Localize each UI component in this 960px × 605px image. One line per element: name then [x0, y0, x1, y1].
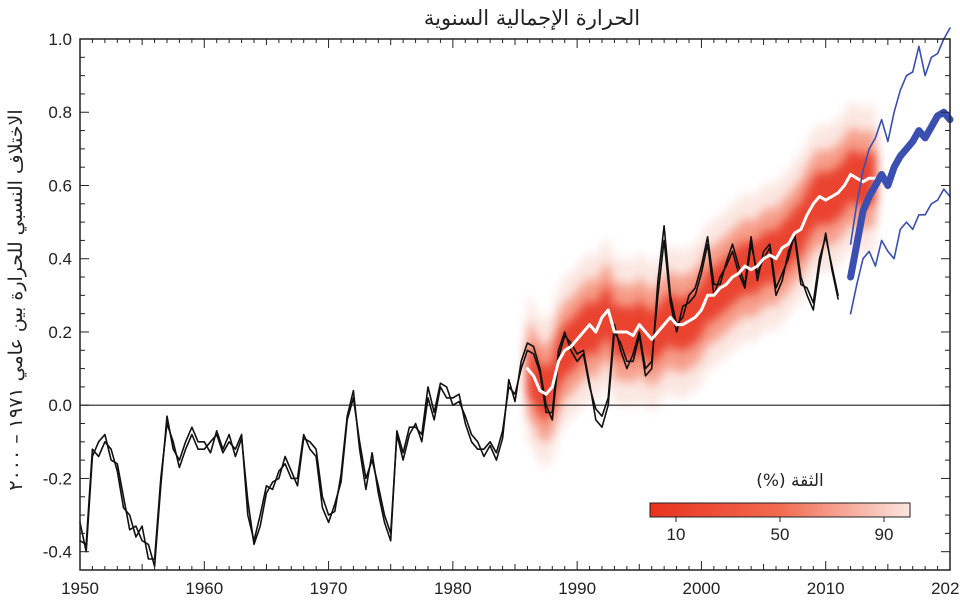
hindcast-median-line [525, 173, 877, 396]
x-tick-label: 2020 [931, 579, 960, 598]
confidence-band [527, 101, 876, 468]
y-tick-label: 0.4 [48, 250, 72, 269]
x-axis: 1950 1960 1970 1980 1990 2000 2010 2020 [61, 39, 960, 598]
x-tick-label: 1990 [558, 579, 596, 598]
confidence-colorbar: الثقة (%) 10 50 90 [649, 471, 911, 544]
confidence-band-level [527, 148, 876, 421]
colorbar-tick-label: 10 [667, 525, 686, 544]
colorbar-tick-label: 50 [771, 525, 790, 544]
y-tick-label: 0.2 [48, 323, 72, 342]
forecast-lower-line [849, 188, 951, 315]
x-tick-label: 1970 [310, 579, 348, 598]
x-tick-label: 2000 [683, 579, 721, 598]
observed-line [79, 225, 839, 568]
x-tick-label: 1950 [61, 579, 99, 598]
x-tick-label: 1980 [434, 579, 472, 598]
colorbar-title: الثقة (%) [756, 471, 824, 491]
y-tick-label: 1.0 [48, 30, 72, 49]
x-tick-label: 2010 [807, 579, 845, 598]
y-tick-label: -0.4 [43, 543, 72, 562]
forecast-upper-line [849, 27, 951, 245]
y-axis-label: الاختلاف النسبي للحرارة بين عامي ١٩٧١ – … [5, 109, 27, 490]
y-tick-label: 0.0 [48, 396, 72, 415]
colorbar-tick-label: 90 [875, 525, 894, 544]
y-tick-label: -0.2 [43, 469, 72, 488]
y-axis: -0.4 -0.2 0.0 0.2 0.4 0.6 0.8 1.0 [43, 30, 950, 571]
y-tick-label: 0.8 [48, 103, 72, 122]
plot-area [79, 27, 954, 568]
colorbar-gradient [649, 502, 911, 518]
x-tick-label: 1960 [185, 579, 223, 598]
chart-title: الحرارة الإجمالية السنوية [424, 6, 640, 30]
forecast-line [847, 108, 954, 281]
y-tick-label: 0.6 [48, 176, 72, 195]
